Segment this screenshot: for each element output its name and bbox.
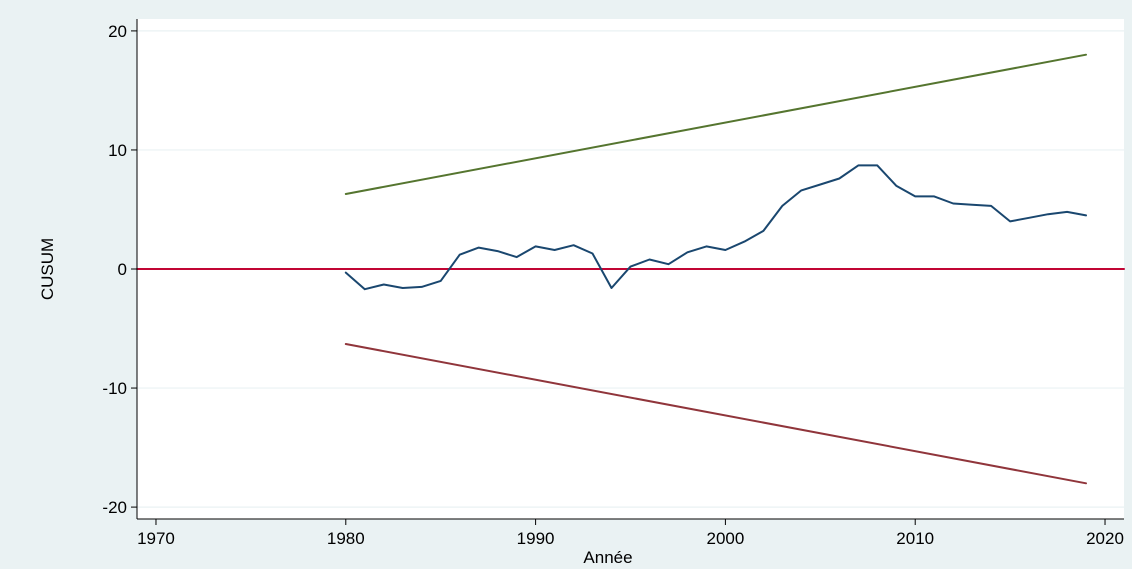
x-tick-label: 1980	[327, 529, 365, 548]
y-axis-title: CUSUM	[38, 238, 57, 300]
y-tick-label: 20	[108, 22, 127, 41]
cusum-line	[344, 164, 1087, 291]
x-tick-label: 1990	[517, 529, 555, 548]
x-tick-label: 2000	[706, 529, 744, 548]
series-layer	[136, 53, 1125, 485]
x-ticks: 1970 1980 1990 2000 2010 2020	[137, 519, 1124, 548]
x-axis-title: Année	[583, 548, 632, 567]
x-tick-label: 2010	[896, 529, 934, 548]
y-ticks: -20 -10 0 10 20	[102, 22, 137, 517]
y-tick-label: -10	[102, 379, 127, 398]
x-tick-label: 2020	[1086, 529, 1124, 548]
upper-bound-line	[344, 53, 1087, 195]
lower-bound-line	[344, 343, 1087, 485]
y-tick-label: 10	[108, 141, 127, 160]
y-tick-label: 0	[118, 260, 127, 279]
x-tick-label: 1970	[137, 529, 175, 548]
y-tick-label: -20	[102, 498, 127, 517]
